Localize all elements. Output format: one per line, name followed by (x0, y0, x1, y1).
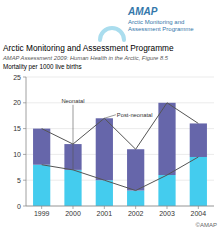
y-axis (26, 77, 27, 206)
x-tick (41, 206, 42, 209)
grid-line (26, 206, 214, 207)
title: Arctic Monitoring and Assessment Program… (3, 43, 174, 53)
logo-text: AMAP (127, 6, 158, 17)
x-tick-label: 2003 (159, 210, 175, 217)
grid-line (26, 102, 214, 103)
y-tick-label: 0 (17, 203, 21, 210)
grid-line (26, 77, 214, 78)
annotation: Neonatal (61, 98, 84, 104)
logo-arc (100, 28, 124, 40)
bar-segment (190, 157, 207, 206)
x-tick (198, 206, 199, 209)
y-tick-label: 10 (13, 151, 21, 158)
x-tick (135, 206, 136, 209)
bar-segment (64, 170, 81, 206)
x-tick (167, 206, 168, 209)
chart: AMAP Arctic Monitoring andAssessment Prog… (0, 0, 220, 229)
y-tick-label: 20 (13, 99, 21, 106)
line (42, 103, 199, 149)
bar-segment (33, 129, 50, 165)
x-tick-label: 2001 (97, 210, 113, 217)
annotation: Post-neonatal (117, 112, 153, 118)
y-tick (23, 180, 26, 181)
copyright: ©AMAP (196, 222, 217, 228)
grid-line (26, 154, 214, 155)
bar-segment (127, 149, 144, 190)
grid-line (26, 128, 214, 129)
y-tick-label: 25 (13, 74, 21, 81)
bar-segment (158, 175, 175, 206)
bar-segment (96, 118, 113, 180)
bar-segment (127, 191, 144, 206)
grid-line (26, 180, 214, 181)
x-tick-label: 2002 (128, 210, 144, 217)
bar-segment (190, 123, 207, 157)
plot-area (33, 103, 207, 206)
y-tick-label: 5 (17, 177, 21, 184)
y-tick-label: 15 (13, 125, 21, 132)
bar-segment (96, 180, 113, 206)
logo-subtext: Assessment Programme (128, 26, 194, 32)
x-tick (73, 206, 74, 209)
y-tick (23, 77, 26, 78)
y-axis-label: Mortality per 1000 live births (3, 63, 82, 71)
bar-segment (158, 103, 175, 175)
leader-line (73, 105, 74, 170)
y-tick (23, 206, 26, 207)
x-tick-label: 1999 (34, 210, 50, 217)
x-tick-label: 2000 (65, 210, 81, 217)
x-tick-label: 2004 (191, 210, 207, 217)
line (42, 157, 199, 191)
leader-line (104, 115, 116, 119)
y-tick (23, 154, 26, 155)
bar-segment (33, 165, 50, 206)
y-tick (23, 102, 26, 103)
x-axis (26, 206, 214, 207)
x-tick (104, 206, 105, 209)
subtitle: AMAP Assessment 2009: Human Health in th… (2, 55, 169, 61)
y-tick (23, 128, 26, 129)
logo-subtext: Arctic Monitoring and (128, 19, 184, 25)
